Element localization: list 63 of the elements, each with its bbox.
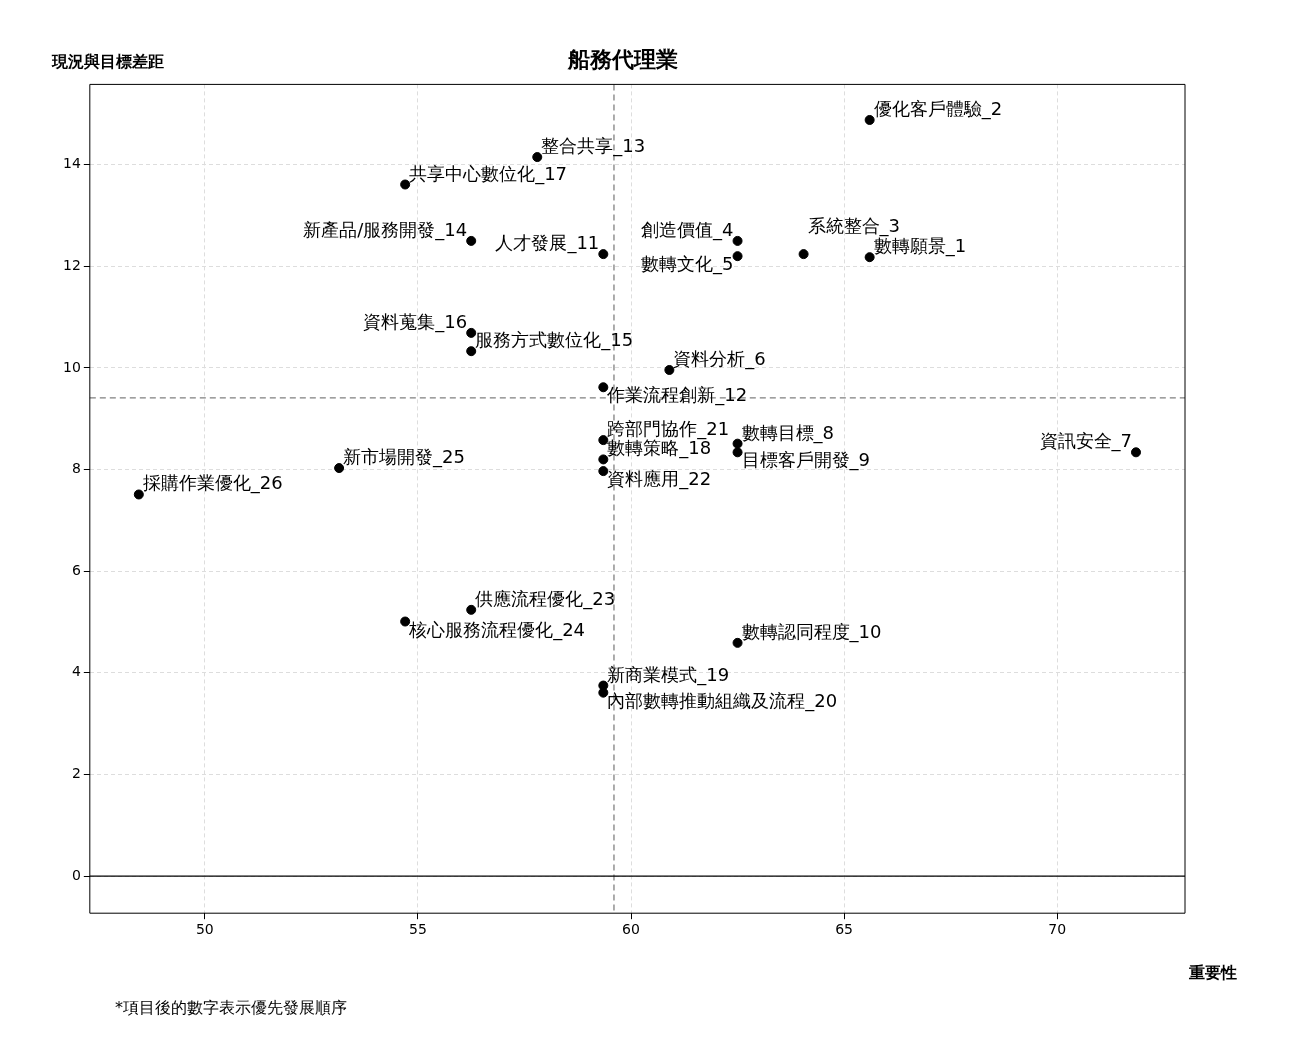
x-tick-label: 60 [622, 921, 640, 938]
point [598, 249, 609, 260]
point [400, 616, 411, 627]
y-axis-title: 現況與目標差距 [51, 52, 164, 71]
point [466, 327, 477, 338]
y-tick-label: 6 [71, 561, 81, 578]
annotation: 人才發展_11 [495, 232, 600, 255]
point [133, 489, 144, 500]
annotation: 數轉文化_5 [641, 253, 734, 276]
annotation: 作業流程創新_12 [606, 384, 748, 407]
point [598, 454, 609, 465]
annotation: 數轉目標_8 [741, 421, 834, 444]
annotation: 目標客戶開發_9 [741, 449, 870, 472]
x-tick-label: 55 [409, 921, 427, 938]
annotation: 優化客戶體驗_2 [873, 97, 1003, 120]
annotation: 整合共享_13 [541, 135, 646, 158]
y-tick-label: 0 [71, 866, 81, 883]
point [532, 152, 543, 163]
x-tick-label: 70 [1048, 921, 1067, 938]
annotation: 資訊安全_7 [1039, 430, 1132, 453]
point [732, 235, 743, 246]
annotation: 資料應用_22 [607, 468, 712, 491]
annotation: 資料蒐集_16 [363, 310, 468, 333]
y-tick-label: 4 [71, 663, 81, 680]
annotation: 共享中心數位化_17 [409, 162, 568, 185]
x-tick-label: 65 [835, 921, 853, 938]
point [400, 179, 411, 190]
point [664, 364, 675, 375]
y-tick-label: 8 [71, 460, 81, 477]
chart-title: 船務代理業 [566, 46, 678, 72]
annotation: 新商業模式_19 [607, 663, 730, 686]
point [732, 447, 743, 458]
annotation: 新市場開發_25 [343, 446, 466, 469]
point [732, 251, 743, 262]
annotation: 採購作業優化_26 [142, 472, 283, 495]
point [1130, 447, 1141, 458]
point [598, 382, 609, 393]
annotation: 內部數轉推動組織及流程_20 [607, 689, 838, 712]
annotation: 核心服務流程優化_24 [408, 618, 586, 641]
y-tick-label: 2 [71, 765, 81, 782]
point [864, 114, 875, 125]
point [864, 252, 875, 263]
y-tick-label: 14 [62, 155, 81, 172]
text: *項目後的數字表示優先發展順序 [115, 998, 347, 1017]
y-tick-label: 10 [62, 358, 81, 375]
y-tick-label: 12 [62, 256, 81, 273]
annotation: 資料分析_6 [673, 347, 766, 370]
point [732, 637, 743, 648]
annotation: 數轉願景_1 [873, 235, 967, 258]
annotation: 供應流程優化_23 [475, 587, 616, 610]
point [798, 249, 809, 260]
annotation: 數轉認同程度_10 [741, 620, 882, 643]
point [466, 604, 477, 615]
point [466, 346, 477, 357]
point [334, 463, 345, 474]
annotation: 系統整合_3 [807, 215, 901, 238]
annotation: 新產品/服務開發_14 [303, 218, 468, 241]
x-axis-title: 重要性 [1188, 963, 1237, 982]
point [466, 235, 477, 246]
point [732, 438, 743, 449]
annotation: 創造價值_4 [641, 218, 734, 241]
x-tick-label: 50 [195, 921, 214, 938]
annotation: 服務方式數位化_15 [475, 329, 634, 352]
